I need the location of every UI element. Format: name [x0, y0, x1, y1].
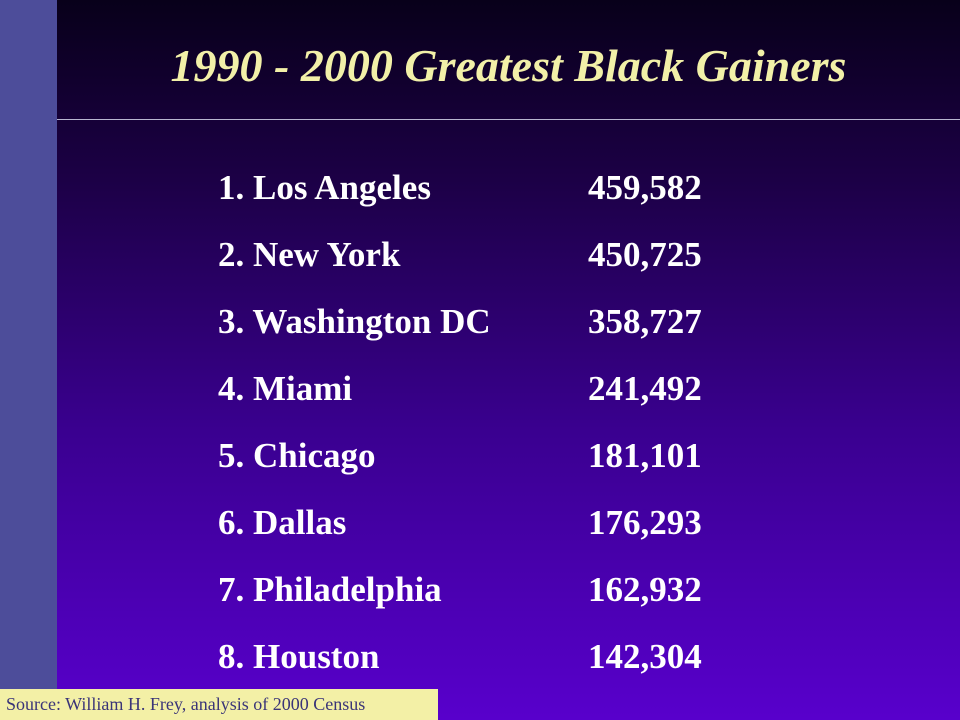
city-label: 2. New York — [218, 234, 401, 274]
ranking-row: 8. Houston 142,304 — [218, 623, 778, 690]
city-label: 5. Chicago — [218, 435, 376, 475]
city-label: 6. Dallas — [218, 502, 347, 542]
ranking-row: 1. Los Angeles 459,582 — [218, 154, 778, 221]
gain-value: 450,725 — [588, 234, 702, 274]
city-label: 7. Philadelphia — [218, 569, 442, 609]
city-label: 3. Washington DC — [218, 301, 491, 341]
side-accent-bar — [0, 0, 57, 720]
slide-title: 1990 - 2000 Greatest Black Gainers — [170, 40, 847, 91]
gain-value: 181,101 — [588, 435, 702, 475]
city-label: 4. Miami — [218, 368, 353, 408]
ranking-row: 4. Miami 241,492 — [218, 355, 778, 422]
ranking-row: 6. Dallas 176,293 — [218, 489, 778, 556]
ranking-row: 3. Washington DC 358,727 — [218, 288, 778, 355]
gain-value: 162,932 — [588, 569, 702, 609]
ranking-row: 7. Philadelphia 162,932 — [218, 556, 778, 623]
city-label: 1. Los Angeles — [218, 167, 431, 207]
ranking-row: 2. New York 450,725 — [218, 221, 778, 288]
city-label: 8. Houston — [218, 636, 380, 676]
ranking-list: 1. Los Angeles 459,582 2. New York 450,7… — [218, 154, 778, 690]
title-divider — [57, 119, 960, 120]
gain-value: 358,727 — [588, 301, 702, 341]
gain-value: 241,492 — [588, 368, 702, 408]
ranking-row: 5. Chicago 181,101 — [218, 422, 778, 489]
gain-value: 176,293 — [588, 502, 702, 542]
gain-value: 459,582 — [588, 167, 702, 207]
gain-value: 142,304 — [588, 636, 702, 676]
source-citation: Source: William H. Frey, analysis of 200… — [0, 689, 438, 720]
